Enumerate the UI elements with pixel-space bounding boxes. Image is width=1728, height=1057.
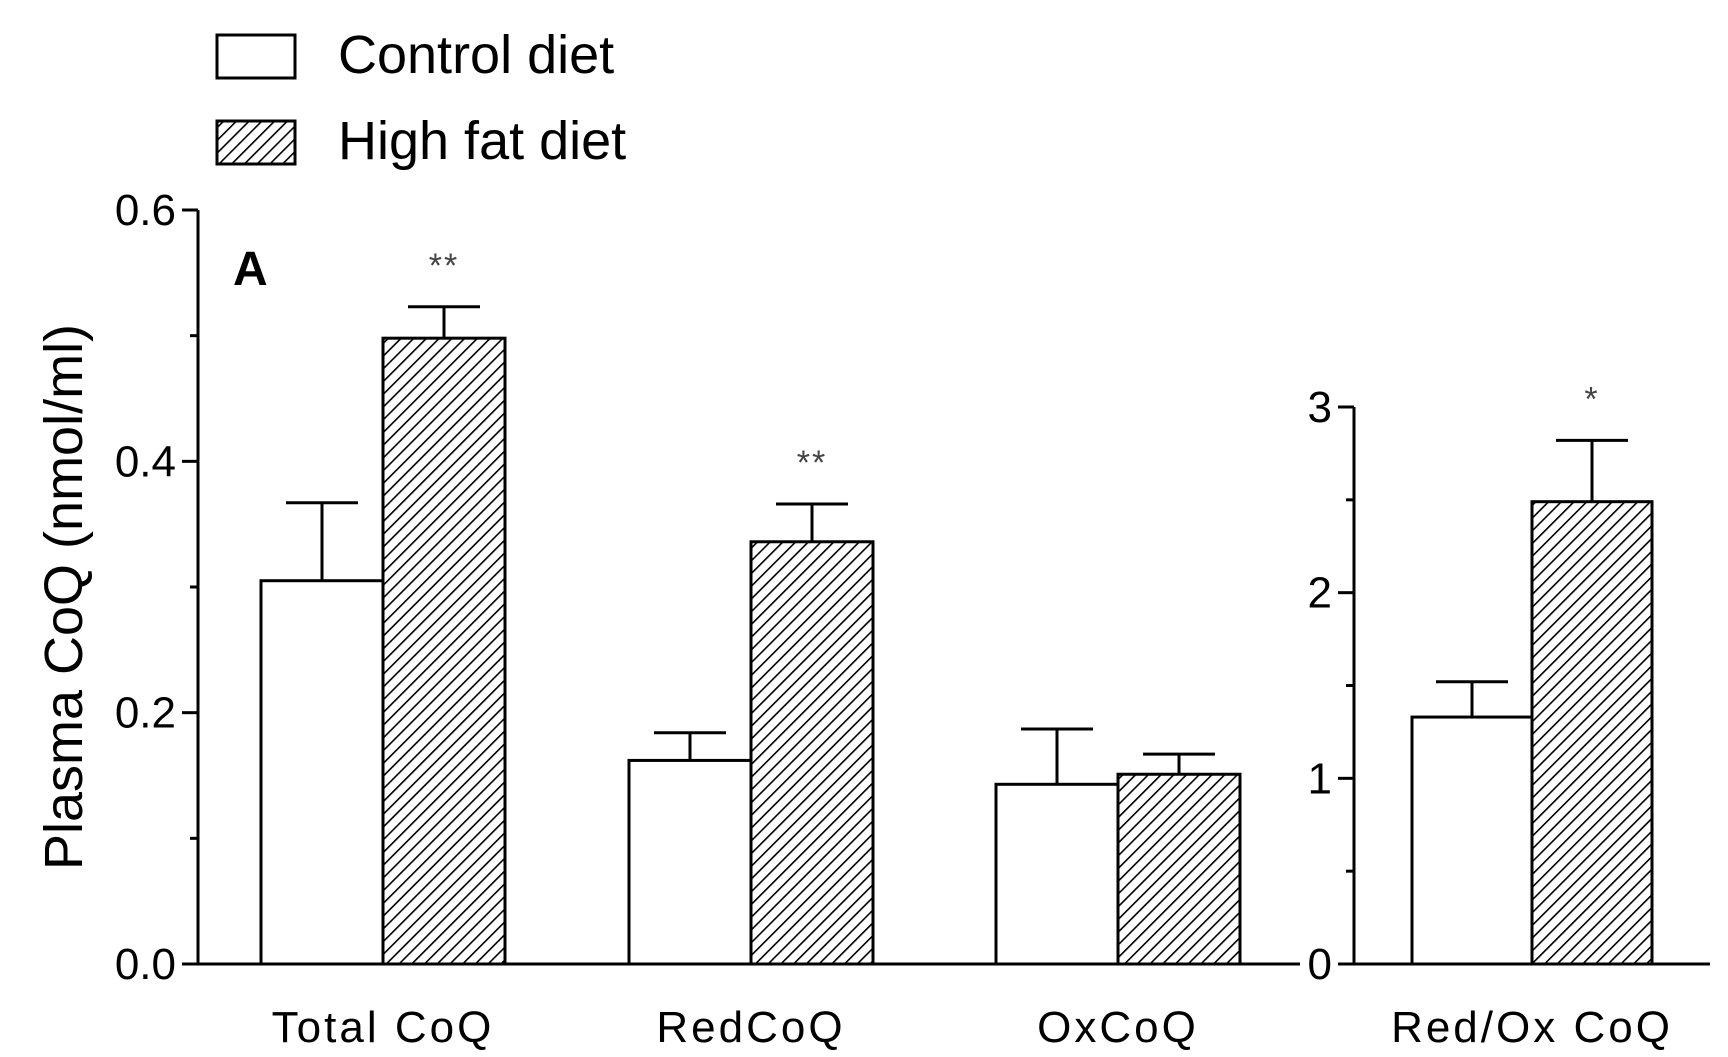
y-tick-label: 0.2 [115, 689, 176, 738]
y-tick-label: 2 [1308, 569, 1332, 618]
y-ticks: 0.0 0.2 0.4 0.6 [115, 186, 198, 989]
bars: ** ** [259, 247, 1242, 966]
significance-marker: ** [429, 247, 459, 285]
significance-marker: ** [797, 444, 827, 482]
panel-label: A [233, 243, 268, 296]
category-labels: Total CoQ RedCoQ OxCoQ [272, 1003, 1199, 1052]
significance-marker: * [1584, 380, 1599, 418]
y-tick-label: 1 [1308, 754, 1332, 803]
category-label: Total CoQ [272, 1003, 495, 1052]
category-label: RedCoQ [656, 1003, 845, 1052]
legend-swatch-control [215, 33, 297, 80]
category-label: OxCoQ [1037, 1003, 1199, 1052]
y-axis-title: Plasma CoQ (nmol/ml) [34, 324, 94, 870]
bar [1116, 772, 1242, 966]
bar [1530, 500, 1654, 966]
legend-swatch-highfat [215, 119, 297, 166]
y-tick-label: 0.4 [115, 437, 176, 486]
y-ticks-right: 0 1 2 3 [1308, 383, 1354, 989]
category-labels-right: Red/Ox CoQ [1391, 1003, 1673, 1052]
bar [259, 579, 385, 966]
panel-b: 0 1 2 3 * Red/Ox CoQ [1308, 380, 1710, 1052]
bar [1410, 715, 1534, 966]
legend: Control diet High fat diet [215, 25, 626, 171]
legend-label-highfat: High fat diet [338, 111, 626, 171]
y-tick-label: 0 [1308, 940, 1332, 989]
panel-a: A Plasma CoQ (nmol/ml) 0.00.20.40.6 ****… [34, 186, 1300, 1052]
bar [627, 758, 753, 966]
bar [381, 336, 507, 966]
legend-label-control: Control diet [338, 25, 614, 85]
y-tick-label: 0.0 [115, 940, 176, 989]
category-label: Red/Ox CoQ [1391, 1003, 1673, 1052]
bars-right: * [1410, 380, 1654, 966]
bar [994, 782, 1120, 966]
y-tick-label: 3 [1308, 383, 1332, 432]
bar [749, 540, 875, 966]
y-tick-label: 0.6 [115, 186, 176, 235]
